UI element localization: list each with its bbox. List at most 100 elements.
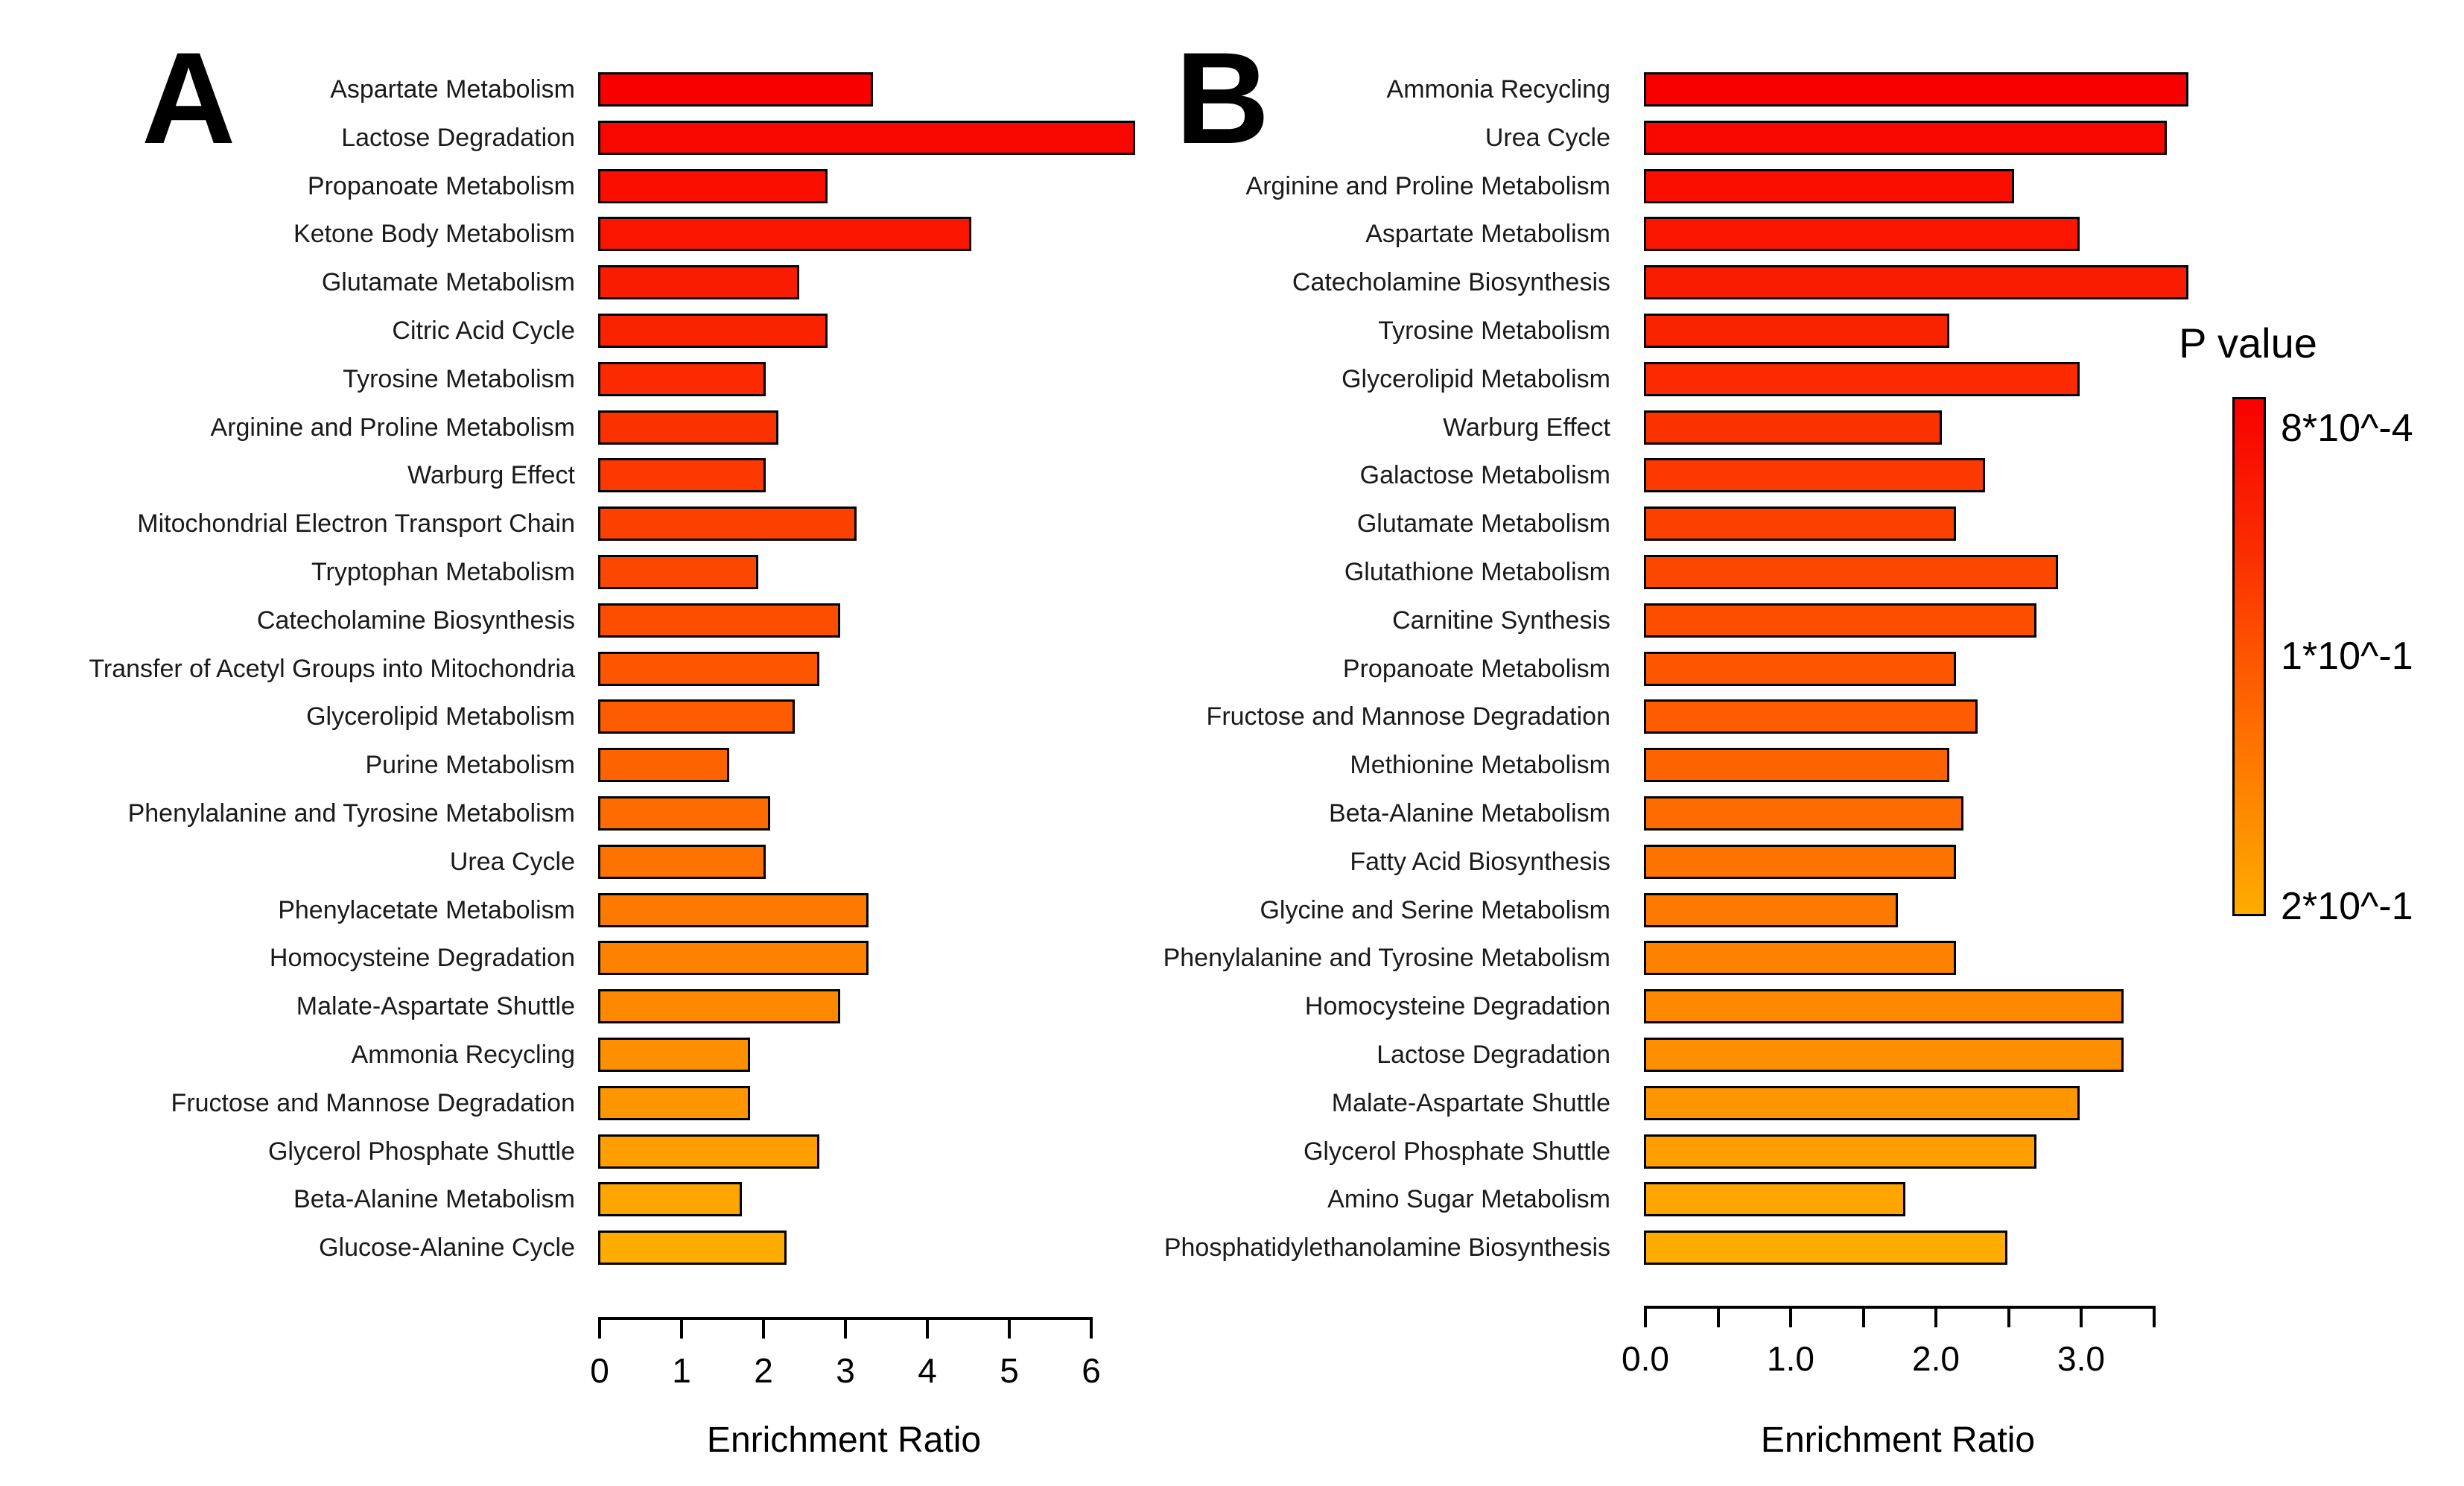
bar-row-label: Glycerolipid Metabolism (306, 702, 575, 731)
bar-row-label: Citric Acid Cycle (392, 317, 575, 345)
bar-row-label: Catecholamine Biosynthesis (256, 606, 575, 635)
bar-row-label: Glycerolipid Metabolism (1341, 364, 1610, 393)
axis-tick (926, 1317, 929, 1339)
bar-row-label: Beta-Alanine Metabolism (1329, 799, 1610, 828)
bar (598, 168, 828, 203)
axis-tick-label: 3.0 (2057, 1339, 2105, 1378)
axis-tick (680, 1317, 683, 1339)
bar-row-label: Aspartate Metabolism (330, 75, 575, 104)
bar-row-label: Ammonia Recycling (1386, 75, 1610, 104)
bar (1644, 314, 1949, 348)
bar (598, 72, 873, 107)
bar-row-label: Arginine and Proline Metabolism (1245, 171, 1610, 200)
bar (598, 361, 766, 396)
bar-row-label: Phenylacetate Metabolism (278, 895, 575, 924)
bar (598, 748, 729, 783)
axis-tick (1008, 1317, 1011, 1339)
bar-row-label: Warburg Effect (1443, 413, 1610, 442)
bar-row-label: Tyrosine Metabolism (343, 364, 575, 393)
bar (598, 892, 869, 927)
bar-row-label: Homocysteine Degradation (1304, 992, 1610, 1021)
bar (1644, 1134, 2036, 1169)
bar (1644, 699, 1978, 734)
bar-row-label: Lactose Degradation (1377, 1041, 1610, 1069)
bar-row-label: Fructose and Mannose Degradation (171, 1088, 575, 1117)
bar (1644, 651, 1956, 686)
bar (1644, 989, 2124, 1024)
bar (598, 1182, 742, 1217)
bar (1644, 941, 1956, 976)
x-axis-title: Enrichment Ratio (706, 1420, 982, 1460)
axis-tick (1934, 1306, 1937, 1327)
axis-tick-label: 1 (672, 1351, 691, 1390)
bar-row-label: Glycerol Phosphate Shuttle (1303, 1137, 1610, 1166)
bar-row-label: Carnitine Synthesis (1392, 606, 1610, 635)
bar-row-label: Propanoate Metabolism (307, 171, 575, 200)
legend-label-mid: 1*10^-1 (2281, 635, 2413, 678)
legend-title: P value (2179, 320, 2317, 366)
bar (1644, 844, 1956, 879)
axis-tick (598, 1317, 601, 1339)
bar (598, 458, 766, 493)
axis-tick-label: 2 (754, 1351, 773, 1390)
bar (598, 1134, 819, 1169)
bar-row-label: Glutamate Metabolism (321, 268, 575, 297)
bar-row-label: Amino Sugar Metabolism (1327, 1185, 1610, 1214)
bar-row-label: Urea Cycle (1485, 123, 1610, 152)
axis-tick (1717, 1306, 1720, 1327)
legend-label-top: 8*10^-4 (2281, 407, 2413, 450)
bar-row-label: Phosphatidylethanolamine Biosynthesis (1163, 1233, 1610, 1263)
axis-tick (844, 1317, 847, 1339)
bar-row-label: Mitochondrial Electron Transport Chain (137, 509, 575, 539)
bar (598, 1085, 750, 1120)
bar-row-label: Glutathione Metabolism (1344, 558, 1610, 586)
bar (598, 410, 778, 445)
bar-row-label: Transfer of Acetyl Groups into Mitochond… (89, 654, 575, 683)
bar-row-label: Glycine and Serine Metabolism (1260, 895, 1610, 924)
bar (598, 699, 795, 734)
bar (1644, 1085, 2080, 1120)
axis-tick (1090, 1317, 1093, 1339)
axis-tick (2007, 1306, 2010, 1327)
bar-row-label: Glutamate Metabolism (1356, 509, 1610, 539)
bar (1644, 796, 1963, 831)
bar (1644, 1182, 1905, 1217)
bar (598, 941, 869, 976)
bar (1644, 217, 2080, 252)
axis-tick (1862, 1306, 1865, 1327)
axis-tick (762, 1317, 765, 1339)
bar (598, 796, 770, 831)
bar-row-label: Malate-Aspartate Shuttle (296, 992, 575, 1021)
bar-row-label: Tyrosine Metabolism (1378, 317, 1610, 345)
bar (1644, 458, 1985, 493)
bar-row-label: Beta-Alanine Metabolism (293, 1185, 575, 1214)
pvalue-gradient-colorbar (2232, 397, 2266, 916)
bar (1644, 72, 2188, 107)
bar (598, 217, 971, 252)
axis-tick (2080, 1306, 2083, 1327)
bar (1644, 120, 2167, 155)
bar-row-label: Malate-Aspartate Shuttle (1331, 1088, 1610, 1117)
axis-tick (1789, 1306, 1792, 1327)
bar-row-label: Glycerol Phosphate Shuttle (267, 1137, 575, 1166)
panel-a-letter: A (142, 26, 236, 171)
bar-row-label: Arginine and Proline Metabolism (210, 413, 575, 442)
bar-row-label: Homocysteine Degradation (269, 944, 575, 973)
bar (598, 314, 828, 348)
legend-label-bottom: 2*10^-1 (2281, 885, 2413, 928)
bar-row-label: Aspartate Metabolism (1365, 220, 1610, 249)
bar (598, 1038, 750, 1072)
bar (598, 507, 857, 542)
bar-row-label: Lactose Degradation (341, 123, 575, 152)
bar (1644, 603, 2036, 638)
bar (1644, 1038, 2124, 1072)
bar (1644, 168, 2014, 203)
bar (1644, 892, 1898, 927)
axis-tick-label: 0.0 (1622, 1339, 1669, 1378)
bar (1644, 748, 1949, 783)
bar-row-label: Tryptophan Metabolism (311, 558, 575, 586)
bar (598, 651, 819, 686)
bar-row-label: Warburg Effect (407, 461, 575, 490)
bar (598, 555, 758, 589)
